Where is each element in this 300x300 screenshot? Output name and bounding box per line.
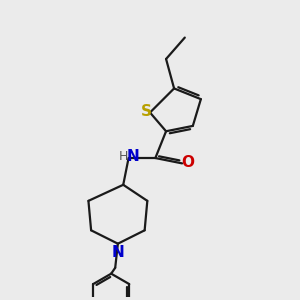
Text: O: O bbox=[182, 154, 194, 169]
Text: N: N bbox=[127, 149, 140, 164]
Text: H: H bbox=[119, 150, 128, 163]
Text: N: N bbox=[112, 245, 124, 260]
Text: S: S bbox=[141, 104, 152, 119]
